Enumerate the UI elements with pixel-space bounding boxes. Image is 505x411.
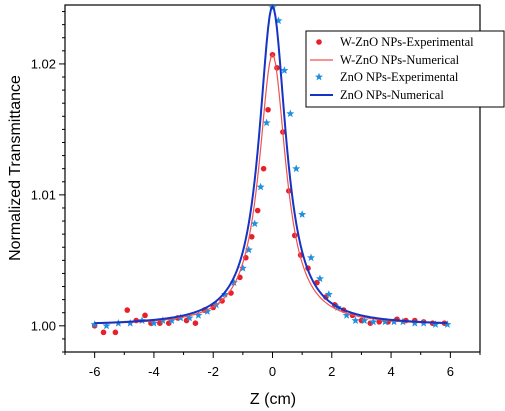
legend-label-zno-experimental: ZnO NPs-Experimental (340, 70, 459, 84)
data-point-star (381, 317, 390, 326)
tick-labels: -6 -4 -2 0 2 4 6 1.00 1.01 1.02 (31, 56, 454, 379)
legend-label-zno-numerical: ZnO NPs-Numerical (340, 88, 444, 102)
data-point-star (443, 320, 452, 328)
legend-item-w-zno-experimental: W-ZnO NPs-Experimental (316, 35, 474, 49)
data-point-circle (112, 329, 119, 336)
legend-item-zno-experimental: ZnO NPs-Experimental (315, 70, 459, 84)
data-point-star (256, 182, 265, 191)
data-point-star (250, 219, 259, 228)
data-point-star (351, 316, 360, 324)
y-tick-label: 1.02 (31, 56, 56, 71)
data-point-star (238, 264, 247, 272)
x-tick-label: -4 (148, 364, 160, 379)
y-tick-label: 1.00 (31, 318, 56, 333)
numerical-curve (94, 4, 448, 325)
legend-item-w-zno-numerical: W-ZnO NPs-Numerical (310, 53, 460, 67)
x-tick-label: 2 (328, 364, 335, 379)
data-point-star (324, 290, 333, 298)
data-point-circle (100, 329, 107, 336)
legend-box (305, 30, 505, 108)
data-point-star (307, 253, 316, 262)
data-point-star (274, 16, 283, 25)
x-tick-label: -6 (89, 364, 101, 379)
data-point-star (298, 210, 307, 218)
data-point-star (360, 316, 369, 324)
data-point-star (194, 311, 203, 319)
data-point-star (262, 118, 271, 127)
data-point-star (203, 307, 212, 315)
y-tick-label: 1.01 (31, 187, 56, 202)
x-tick-label: 6 (447, 364, 454, 379)
legend-marker-circle (316, 39, 322, 45)
data-point-circle (260, 165, 267, 172)
x-tick-label: -2 (207, 364, 219, 379)
data-point-star (286, 109, 295, 118)
x-tick-label: 0 (269, 364, 276, 379)
data-point-star (102, 321, 111, 330)
data-point-star (167, 316, 176, 324)
data-point-star (342, 311, 351, 319)
data-point-star (244, 245, 253, 254)
data-point-circle (142, 312, 148, 319)
data-point-star (315, 274, 324, 283)
axis-ticks (59, 11, 481, 358)
data-point-star (431, 320, 440, 328)
data-point-circle (376, 319, 383, 325)
legend: W-ZnO NPs-Experimental W-ZnO NPs-Numeric… (305, 30, 505, 108)
data-point-star (292, 164, 301, 173)
data-point-star (221, 290, 230, 298)
y-axis-title: Normalized Transmittance (7, 75, 24, 261)
legend-marker-star (315, 72, 323, 81)
data-point-star (149, 318, 158, 327)
data-point-star (280, 66, 289, 74)
data-point-star (369, 317, 378, 326)
x-tick-label: 4 (387, 364, 394, 379)
data-point-circle (192, 320, 199, 326)
series-3 (94, 4, 448, 325)
data-point-star (185, 313, 194, 322)
data-point-star (229, 278, 238, 286)
data-point-circle (124, 307, 131, 313)
data-point-circle (265, 106, 271, 113)
legend-label-w-zno-numerical: W-ZnO NPs-Numerical (340, 53, 460, 67)
legend-item-zno-numerical: ZnO NPs-Numerical (310, 88, 444, 102)
legend-label-w-zno-experimental: W-ZnO NPs-Experimental (340, 35, 474, 49)
data-point-star (90, 320, 99, 328)
x-axis-title: Z (cm) (250, 391, 296, 408)
series-layer (90, 3, 452, 336)
data-point-circle (248, 233, 255, 240)
data-point-circle (254, 207, 261, 214)
